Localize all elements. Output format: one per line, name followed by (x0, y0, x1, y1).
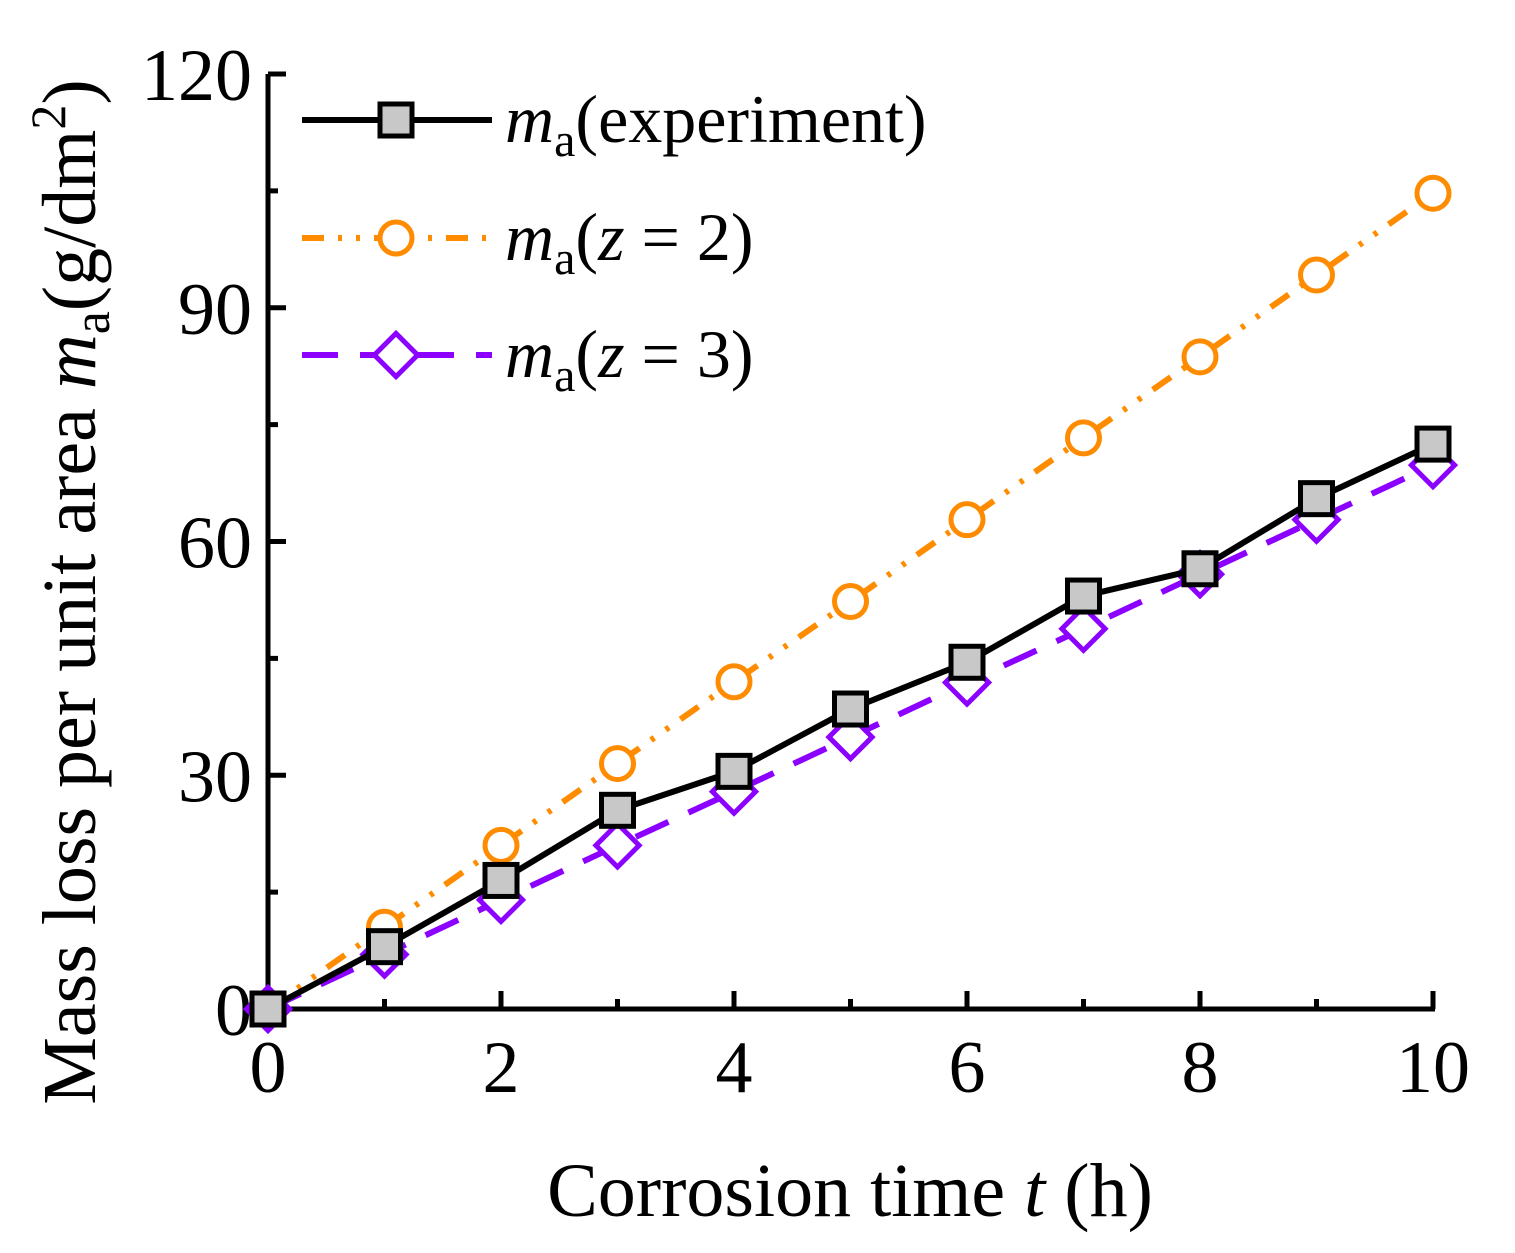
data-point (249, 990, 287, 1028)
legend-marker (377, 219, 415, 257)
series-0 (249, 425, 1452, 1028)
x-tick-label: 4 (716, 1027, 753, 1109)
data-point (948, 501, 986, 539)
data-point (1065, 577, 1102, 615)
x-tick-label: 2 (483, 1027, 520, 1109)
data-point (1065, 419, 1102, 457)
x-tick-label: 0 (250, 1027, 287, 1109)
legend-entry-0: ma(experiment) (302, 81, 927, 167)
data-point (1298, 256, 1335, 294)
data-point (715, 663, 753, 701)
legend-label: ma(z = 3) (505, 316, 754, 402)
data-point (825, 711, 876, 763)
data-point (1414, 174, 1452, 212)
x-axis-title: Corrosion time t (h) (547, 1149, 1153, 1233)
y-tick-label: 30 (178, 736, 252, 818)
data-point (1298, 480, 1335, 518)
legend-marker (370, 329, 422, 381)
data-point (832, 690, 869, 728)
data-point (832, 582, 869, 620)
data-point (366, 928, 403, 966)
series-2 (242, 440, 1459, 1035)
data-point (948, 643, 986, 681)
legend-entry-1: ma(z = 2) (302, 199, 754, 285)
series-layer (242, 174, 1459, 1035)
legend-label: ma(experiment) (505, 81, 927, 167)
series-1 (249, 174, 1452, 1028)
data-point (1058, 603, 1109, 654)
data-point (599, 791, 636, 829)
data-point (599, 745, 636, 783)
y-tick-label: 60 (178, 503, 252, 585)
y-tick-label: 90 (178, 269, 252, 351)
data-point (1181, 338, 1219, 376)
y-tick-label: 120 (141, 35, 252, 117)
legend-label: ma(z = 2) (505, 199, 754, 285)
data-point (715, 752, 753, 790)
data-point (482, 826, 520, 864)
x-tick-label: 6 (949, 1027, 986, 1109)
legend-entry-2: ma(z = 3) (302, 316, 754, 402)
series-line (266, 190, 1435, 1012)
x-tick-label: 10 (1396, 1027, 1470, 1109)
x-tick-label: 8 (1182, 1027, 1219, 1109)
data-point (1181, 550, 1219, 588)
data-point (592, 820, 643, 871)
y-axis-title: Mass loss per unit area ma(g/dm2) (20, 79, 121, 1104)
data-point (482, 861, 520, 899)
data-point (1414, 425, 1452, 463)
legend-marker (377, 101, 415, 139)
legend: ma(experiment) ma(z = 2) ma(z = 3) (302, 81, 927, 402)
